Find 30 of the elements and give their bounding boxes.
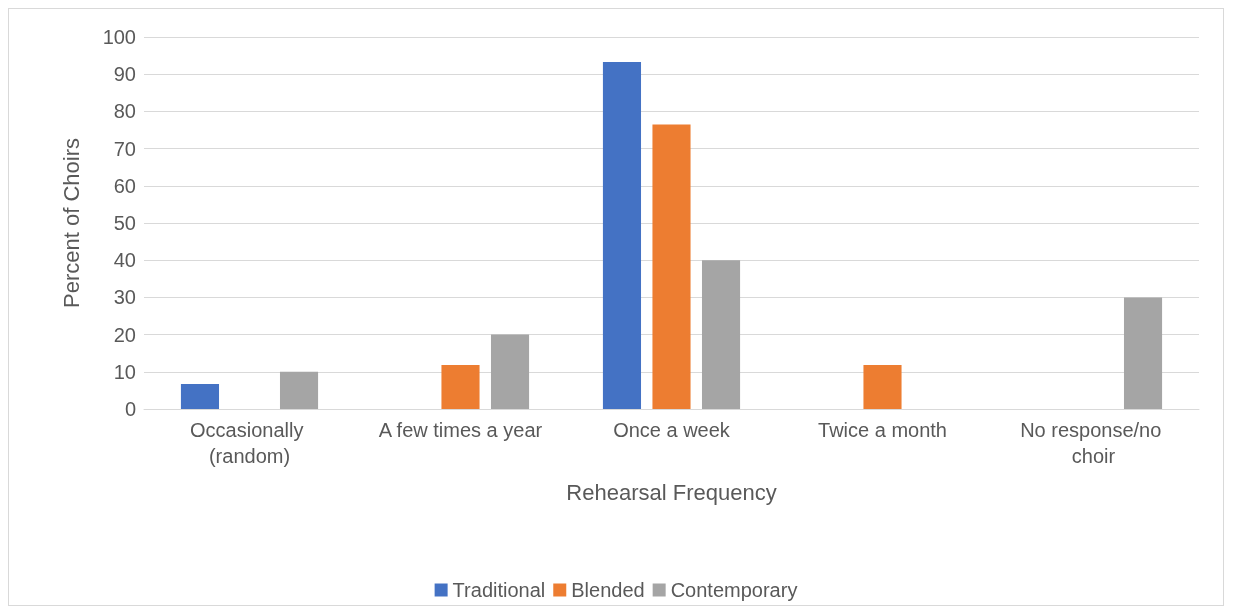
y-tick-label: 90 [113,63,136,86]
y-tick-label: 70 [113,137,136,160]
legend-label: Contemporary [670,579,798,601]
y-tick-label: 100 [102,26,136,48]
y-tick-label: 30 [113,286,136,309]
bar [1123,297,1163,409]
x-tick-label: A few times a year [378,419,543,441]
y-tick-label: 40 [113,249,136,272]
bar [441,365,480,409]
x-axis-title: Rehearsal Frequency [566,479,777,505]
y-tick-label: 10 [113,360,136,383]
bar [701,260,741,409]
x-tick-label: Once a week [613,419,731,441]
y-tick-label: 50 [113,212,136,234]
legend-label: Traditional [452,579,546,601]
bar [279,371,319,409]
x-tick-label: Twice a month [818,419,947,441]
bar [652,124,691,409]
legend-label: Blended [571,579,645,601]
y-tick-label: 0 [124,398,136,420]
bar [180,384,220,409]
x-tick-label: No response/no choir [1020,419,1167,467]
y-tick-label: 80 [113,100,136,123]
y-axis-title: Percent of Choirs [58,138,84,308]
y-tick-label: 60 [113,174,136,197]
bar [490,334,530,409]
bar [602,61,642,409]
y-tick-label: 20 [113,323,136,346]
x-tick-label: Occasionally (random) [190,419,309,467]
bar [863,365,902,409]
